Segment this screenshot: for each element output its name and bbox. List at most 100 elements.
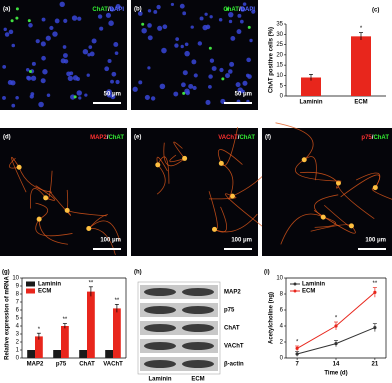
x-tick-label: p75 bbox=[56, 362, 67, 368]
neurite bbox=[280, 213, 324, 245]
nucleus bbox=[15, 95, 19, 100]
stain-part: / bbox=[107, 135, 109, 141]
bar bbox=[87, 291, 95, 358]
y-tick-label: 2 bbox=[280, 340, 284, 346]
nucleus bbox=[147, 35, 153, 41]
scale-text: 100 μm bbox=[365, 238, 386, 244]
nucleus bbox=[78, 96, 82, 100]
panel-label: (a) bbox=[3, 7, 10, 13]
x-tick-label: 7 bbox=[295, 362, 299, 368]
stain-part: / bbox=[239, 7, 241, 13]
band bbox=[182, 360, 214, 368]
nucleus bbox=[182, 11, 187, 16]
y-tick-label: 4 bbox=[16, 324, 20, 330]
nucleus bbox=[192, 85, 197, 91]
neurite bbox=[156, 164, 166, 195]
chat-cell bbox=[141, 22, 145, 26]
scale-text: 50 μm bbox=[104, 92, 121, 98]
soma bbox=[64, 207, 70, 213]
point bbox=[373, 326, 377, 330]
y-tick-label: 20 bbox=[276, 52, 283, 58]
nucleus bbox=[236, 29, 242, 35]
nucleus bbox=[2, 95, 6, 100]
nucleus bbox=[185, 90, 190, 96]
nucleus bbox=[104, 66, 110, 72]
bar bbox=[105, 350, 113, 358]
nucleus bbox=[188, 83, 194, 89]
nucleus bbox=[110, 7, 115, 12]
nucleus bbox=[204, 12, 208, 16]
bar bbox=[301, 77, 321, 96]
nucleus bbox=[114, 51, 119, 55]
x-tick-label: ChAT bbox=[79, 362, 95, 368]
nucleus bbox=[241, 89, 245, 94]
y-axis-label: Acetylcholine (ng) bbox=[269, 292, 275, 344]
chat-cell bbox=[15, 7, 19, 11]
nucleus bbox=[247, 74, 252, 79]
nucleus bbox=[137, 11, 143, 16]
nucleus bbox=[237, 13, 242, 18]
neurite bbox=[156, 156, 168, 172]
nucleus bbox=[182, 70, 188, 76]
stain-part: DAPI bbox=[241, 7, 256, 13]
nucleus bbox=[184, 50, 190, 57]
y-tick-label: 9 bbox=[16, 284, 20, 290]
nucleus bbox=[162, 24, 168, 30]
nucleus bbox=[63, 18, 68, 23]
nucleus bbox=[242, 2, 247, 6]
nucleus bbox=[161, 47, 167, 54]
y-tick-label: 30 bbox=[276, 32, 283, 38]
nucleus bbox=[67, 75, 73, 82]
significance: * bbox=[38, 327, 41, 333]
nucleus bbox=[138, 80, 143, 85]
legend-swatch bbox=[26, 288, 35, 294]
nucleus bbox=[11, 103, 16, 108]
band bbox=[144, 306, 176, 314]
nucleus bbox=[208, 74, 213, 79]
significance: ** bbox=[63, 317, 68, 323]
stain-part: / bbox=[238, 135, 240, 141]
scale-text: 100 μm bbox=[100, 238, 121, 244]
panel-label: (e) bbox=[134, 135, 141, 141]
legend-label: ECM bbox=[302, 289, 315, 295]
nucleus bbox=[110, 94, 116, 100]
nucleus bbox=[87, 53, 91, 57]
nucleus bbox=[52, 31, 58, 37]
y-tick-label: 5 bbox=[280, 83, 284, 89]
nucleus bbox=[35, 39, 40, 44]
nucleus bbox=[242, 80, 248, 86]
y-tick-label: 8 bbox=[16, 292, 20, 298]
lane-label: Laminin bbox=[148, 377, 171, 383]
point bbox=[334, 342, 338, 346]
band bbox=[144, 288, 176, 296]
chat-cell bbox=[221, 77, 225, 81]
nucleus bbox=[211, 66, 217, 72]
nucleus bbox=[8, 29, 14, 35]
point bbox=[295, 352, 299, 356]
nucleus bbox=[246, 57, 251, 63]
neurite bbox=[275, 122, 314, 161]
nucleus bbox=[249, 38, 253, 43]
nucleus bbox=[218, 18, 223, 22]
protein-label: ChAT bbox=[224, 326, 240, 332]
nucleus bbox=[229, 61, 235, 67]
nucleus bbox=[184, 42, 189, 47]
legend-label: Laminin bbox=[302, 282, 325, 288]
nucleus bbox=[113, 42, 119, 47]
nucleus bbox=[91, 38, 97, 44]
nucleus bbox=[2, 65, 7, 69]
soma bbox=[182, 155, 188, 161]
nucleus bbox=[141, 27, 147, 34]
significance: ** bbox=[115, 298, 120, 304]
x-tick-label: 21 bbox=[372, 362, 379, 368]
nucleus bbox=[4, 32, 10, 37]
stain-label: ChAT/DAPI bbox=[92, 7, 124, 13]
nucleus bbox=[150, 96, 156, 101]
band bbox=[182, 324, 214, 332]
neurite bbox=[214, 213, 258, 233]
neurite bbox=[88, 220, 121, 242]
nucleus bbox=[11, 43, 16, 48]
stain-part: ChAT bbox=[373, 135, 389, 141]
neurite bbox=[35, 185, 56, 201]
